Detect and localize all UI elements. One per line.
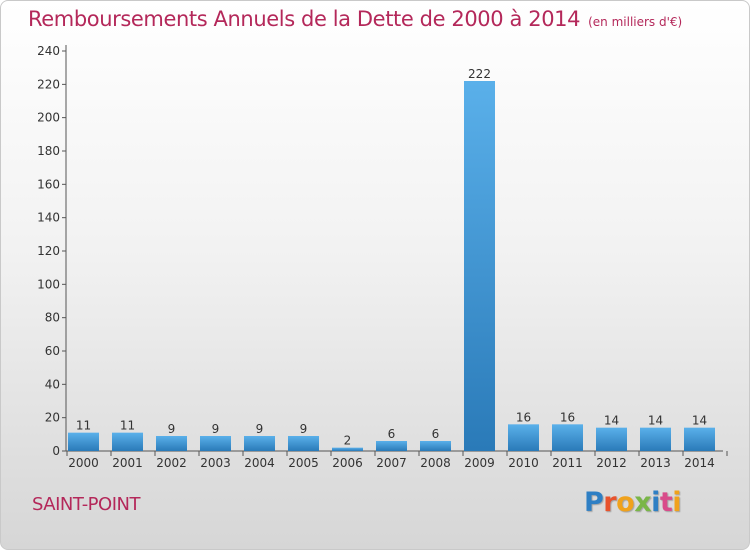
- x-tick-label: 2012: [596, 456, 627, 470]
- x-tick-label: 2013: [640, 456, 671, 470]
- data-label: 9: [168, 422, 176, 436]
- y-tick-label: 0: [52, 444, 60, 458]
- data-labels: 11 11 9 9 9 9 2 6 6 222 16 16 14 14 14: [76, 67, 707, 448]
- x-tick-label: 2006: [332, 456, 363, 470]
- y-axis: 0 20 40 60 80 100 120 140 160 180 200 220 240: [37, 44, 67, 458]
- y-tick-label: 120: [37, 244, 60, 258]
- data-label: 16: [560, 410, 575, 424]
- x-axis: 2000 2001 2002 2003 2004 2005 2006 2007 2008 2009…: [66, 450, 728, 470]
- y-tick-label: 220: [37, 77, 60, 91]
- bar: [112, 432, 143, 451]
- y-tick-label: 80: [45, 311, 60, 325]
- bar: [376, 441, 407, 451]
- data-label: 9: [300, 422, 308, 436]
- proxiti-logo: Proxiti: [584, 487, 682, 518]
- logo-letter: x: [634, 487, 652, 518]
- logo-letter: o: [616, 487, 635, 518]
- logo-letter: i: [672, 487, 682, 518]
- chart-title: Remboursements Annuels de la Dette de 20…: [28, 7, 682, 31]
- y-tick-label: 60: [45, 344, 60, 358]
- bar: [464, 81, 495, 451]
- y-tick-label: 240: [37, 44, 60, 58]
- bar: [552, 424, 583, 451]
- x-tick-label: 2011: [552, 456, 583, 470]
- bar: [200, 436, 231, 451]
- logo-letter: P: [584, 487, 604, 518]
- y-tick-label: 160: [37, 177, 60, 191]
- bar: [640, 427, 671, 451]
- y-tick-label: 100: [37, 277, 60, 291]
- data-label: 14: [648, 414, 663, 428]
- y-tick-label: 140: [37, 211, 60, 225]
- commune-name: SAINT-POINT: [32, 494, 140, 515]
- data-label: 11: [120, 419, 135, 433]
- bar: [68, 432, 99, 451]
- bar: [332, 447, 363, 451]
- data-label: 9: [256, 422, 264, 436]
- bars: [68, 81, 715, 451]
- x-tick-label: 2007: [376, 456, 407, 470]
- data-label: 11: [76, 419, 91, 433]
- y-tick-label: 40: [45, 377, 60, 391]
- x-tick-label: 2000: [68, 456, 99, 470]
- bar: [288, 436, 319, 451]
- x-tick-label: 2001: [112, 456, 143, 470]
- data-label: 6: [432, 427, 440, 441]
- x-tick-label: 2009: [464, 456, 495, 470]
- logo-letter: r: [603, 487, 617, 518]
- y-tick-label: 20: [45, 411, 60, 425]
- bar: [244, 436, 275, 451]
- data-label: 16: [516, 410, 531, 424]
- x-tick-label: 2008: [420, 456, 451, 470]
- data-label: 14: [604, 414, 619, 428]
- bar: [508, 424, 539, 451]
- data-label: 2: [344, 434, 352, 448]
- data-label: 222: [468, 67, 491, 81]
- bar: [684, 427, 715, 451]
- chart-subtitle: (en milliers d'€): [588, 15, 683, 29]
- logo-letter: t: [659, 487, 673, 518]
- y-tick-label: 200: [37, 111, 60, 125]
- bar: [596, 427, 627, 451]
- x-tick-label: 2002: [156, 456, 187, 470]
- chart-title-text: Remboursements Annuels de la Dette de 20…: [28, 7, 581, 31]
- data-label: 14: [692, 414, 707, 428]
- x-tick-label: 2004: [244, 456, 275, 470]
- bar: [420, 441, 451, 451]
- x-tick-label: 2005: [288, 456, 319, 470]
- x-tick-label: 2003: [200, 456, 231, 470]
- y-tick-label: 180: [37, 144, 60, 158]
- x-tick-label: 2014: [684, 456, 715, 470]
- x-tick-label: 2010: [508, 456, 539, 470]
- logo-letter: i: [651, 487, 660, 518]
- bar: [156, 436, 187, 451]
- data-label: 6: [388, 427, 396, 441]
- data-label: 9: [212, 422, 220, 436]
